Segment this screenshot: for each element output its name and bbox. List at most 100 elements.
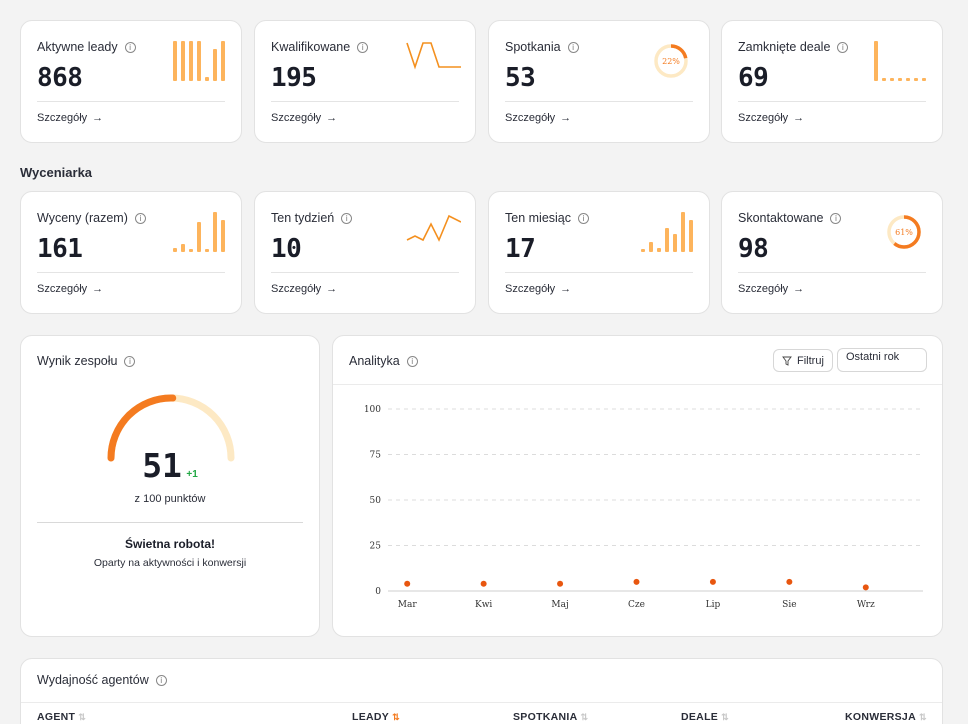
- panel-title: Wynik zespołu i: [37, 354, 136, 368]
- stat-value: 868: [37, 63, 83, 93]
- panel-title: Wydajność agentów i: [37, 673, 167, 687]
- range-select[interactable]: Ostatni rok: [837, 348, 927, 372]
- filter-button[interactable]: Filtruj: [773, 349, 833, 372]
- y-tick-label: 25: [370, 542, 382, 552]
- bar-sparkline: [874, 41, 926, 81]
- sort-icon: ⇅: [78, 711, 87, 722]
- x-tick-label: Maj: [551, 600, 568, 610]
- x-tick-label: Mar: [398, 600, 418, 610]
- stat-title: Zamknięte deale i: [738, 40, 849, 54]
- divider: [738, 101, 926, 102]
- data-point[interactable]: [786, 578, 793, 585]
- divider: [271, 101, 459, 102]
- info-icon[interactable]: i: [578, 212, 589, 224]
- column-header-deals[interactable]: DEALE ⇅: [681, 711, 729, 723]
- divider: [37, 522, 303, 523]
- sort-icon: ⇅: [580, 711, 589, 722]
- data-point[interactable]: [709, 578, 716, 585]
- stat-card-contacted: Skontaktowane i 98 61% Szczegóły →: [721, 191, 943, 314]
- info-icon[interactable]: i: [830, 212, 842, 224]
- stat-value: 161: [37, 234, 83, 264]
- stat-title: Ten tydzień i: [271, 211, 353, 225]
- analytics-chart: 100 75 50 25 0 Mar Kwi Maj Cze Lip Sie Wrz: [364, 405, 923, 610]
- arrow-right-icon: →: [92, 283, 104, 295]
- bar-sparkline: [641, 212, 693, 252]
- details-link[interactable]: Szczegóły →: [505, 283, 572, 295]
- stat-title: Spotkania i: [505, 40, 579, 54]
- details-link[interactable]: Szczegóły →: [505, 112, 572, 124]
- info-icon[interactable]: i: [406, 355, 418, 367]
- score-subtitle: z 100 punktów: [134, 493, 206, 505]
- info-icon[interactable]: i: [357, 41, 369, 53]
- info-icon[interactable]: i: [124, 355, 136, 367]
- sort-icon: ⇅: [721, 711, 729, 722]
- data-point[interactable]: [633, 578, 640, 585]
- details-link[interactable]: Szczegóły →: [271, 283, 338, 295]
- table-header-divider: [21, 702, 942, 703]
- bar-sparkline: [173, 212, 225, 252]
- column-header-agent[interactable]: AGENT ⇅: [37, 711, 87, 723]
- arrow-right-icon: →: [793, 112, 805, 124]
- stat-card-meetings: Spotkania i 53 22% Szczegóły →: [488, 20, 710, 143]
- details-link[interactable]: Szczegóły →: [271, 112, 338, 124]
- stat-card-qualified: Kwalifikowane i 195 Szczegóły →: [254, 20, 476, 143]
- score-gauge: [107, 394, 235, 462]
- details-link[interactable]: Szczegóły →: [37, 283, 104, 295]
- analytics-card: Analityka i Filtruj Ostatni rok 100 75 50 25…: [332, 335, 943, 637]
- stat-card-this-week: Ten tydzień i 10 Szczegóły →: [254, 191, 476, 314]
- stat-card-this-month: Ten miesiąc i 17 Szczegóły →: [488, 191, 710, 314]
- column-header-leads[interactable]: LEADY ⇅: [352, 711, 400, 723]
- line-sparkline: [406, 214, 461, 242]
- details-link[interactable]: Szczegóły →: [738, 112, 805, 124]
- x-tick-label: Lip: [706, 600, 721, 610]
- stat-title: Skontaktowane i: [738, 211, 842, 225]
- arrow-right-icon: →: [560, 283, 572, 295]
- y-tick-label: 0: [375, 587, 381, 597]
- arrow-right-icon: →: [92, 112, 104, 124]
- details-link[interactable]: Szczegóły →: [738, 283, 805, 295]
- stat-card-closed-deals: Zamknięte deale i 69 Szczegóły →: [721, 20, 943, 143]
- sort-active-icon: ⇅: [392, 711, 400, 722]
- y-tick-label: 50: [370, 496, 382, 506]
- section-title: Wyceniarka: [20, 165, 93, 180]
- x-tick-label: Cze: [628, 600, 645, 610]
- data-point[interactable]: [557, 580, 564, 587]
- stat-title: Ten miesiąc i: [505, 211, 589, 225]
- agents-card: Wydajność agentów i: [20, 658, 943, 724]
- x-tick-label: Kwi: [475, 600, 492, 610]
- arrow-right-icon: →: [326, 283, 338, 295]
- stat-value: 98: [738, 234, 769, 264]
- info-icon[interactable]: i: [341, 212, 353, 224]
- info-icon[interactable]: i: [134, 212, 146, 224]
- data-point[interactable]: [404, 580, 411, 587]
- data-point[interactable]: [862, 584, 869, 591]
- data-point[interactable]: [480, 580, 487, 587]
- score-message: Świetna robota!: [124, 537, 215, 551]
- ring-label: 22%: [662, 57, 680, 66]
- stat-value: 69: [738, 63, 769, 93]
- x-tick-label: Wrz: [857, 600, 875, 610]
- y-tick-label: 75: [370, 451, 382, 461]
- details-link[interactable]: Szczegóły →: [37, 112, 104, 124]
- divider: [271, 272, 459, 273]
- y-tick-label: 100: [364, 405, 381, 415]
- line-sparkline: [406, 42, 461, 70]
- stat-value: 17: [505, 234, 536, 264]
- bar-sparkline: [173, 41, 225, 81]
- info-icon[interactable]: i: [837, 41, 849, 53]
- arrow-right-icon: →: [793, 283, 805, 295]
- info-icon[interactable]: i: [567, 41, 579, 53]
- filter-icon: [782, 356, 792, 366]
- column-header-meetings[interactable]: SPOTKANIA ⇅: [513, 711, 589, 723]
- divider: [738, 272, 926, 273]
- score-delta: +1: [186, 469, 198, 480]
- score-row: 51 +1: [21, 446, 319, 485]
- column-header-conversion[interactable]: KONWERSJA ⇅: [845, 711, 927, 723]
- header-divider: [333, 384, 942, 385]
- progress-ring: 61%: [887, 215, 921, 249]
- info-icon[interactable]: i: [124, 41, 136, 53]
- info-icon[interactable]: i: [155, 674, 167, 686]
- stat-value: 195: [271, 63, 317, 93]
- divider: [37, 101, 225, 102]
- team-score-card: Wynik zespołu i 51 +1 z 100 punktów Świet…: [20, 335, 320, 637]
